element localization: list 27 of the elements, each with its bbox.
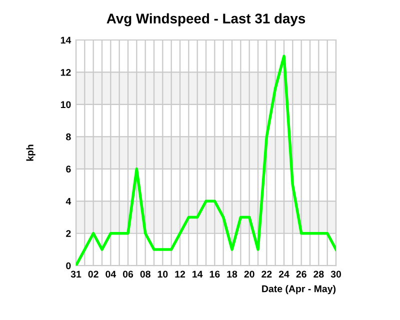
x-tick-label: 02 — [88, 270, 98, 278]
x-tick-label: 30 — [330, 270, 342, 278]
x-tick-label: 31 — [70, 270, 82, 278]
x-tick-label: 22 — [262, 270, 272, 278]
x-tick-label: 28 — [314, 270, 324, 278]
y-tick-label: 12 — [60, 68, 71, 76]
y-tick-label: 10 — [60, 101, 71, 108]
x-tick-label: 20 — [244, 270, 254, 278]
x-tick-label: 10 — [158, 270, 168, 278]
y-tick-label: 0 — [66, 262, 71, 270]
x-tick-label: 14 — [192, 270, 203, 278]
y-tick-label: 6 — [66, 166, 71, 173]
chart-title: Avg Windspeed - Last 31 days — [106, 13, 306, 26]
y-tick-label: 2 — [66, 230, 71, 237]
x-tick-label: 08 — [140, 270, 150, 278]
y-axis-title: kph — [26, 144, 36, 161]
x-tick-label: 26 — [296, 270, 306, 278]
x-tick-label: 24 — [278, 270, 290, 278]
y-tick-label: 14 — [60, 36, 72, 44]
y-tick-label: 4 — [66, 198, 72, 205]
x-tick-label: 12 — [175, 270, 186, 278]
x-tick-label: 18 — [227, 270, 238, 278]
x-tick-label: 16 — [210, 270, 220, 278]
x-axis-title: Date (Apr - May) — [262, 285, 336, 294]
x-tick-label: 04 — [106, 270, 116, 278]
x-tick-label: 06 — [122, 270, 134, 278]
y-tick-label: 8 — [66, 133, 71, 140]
